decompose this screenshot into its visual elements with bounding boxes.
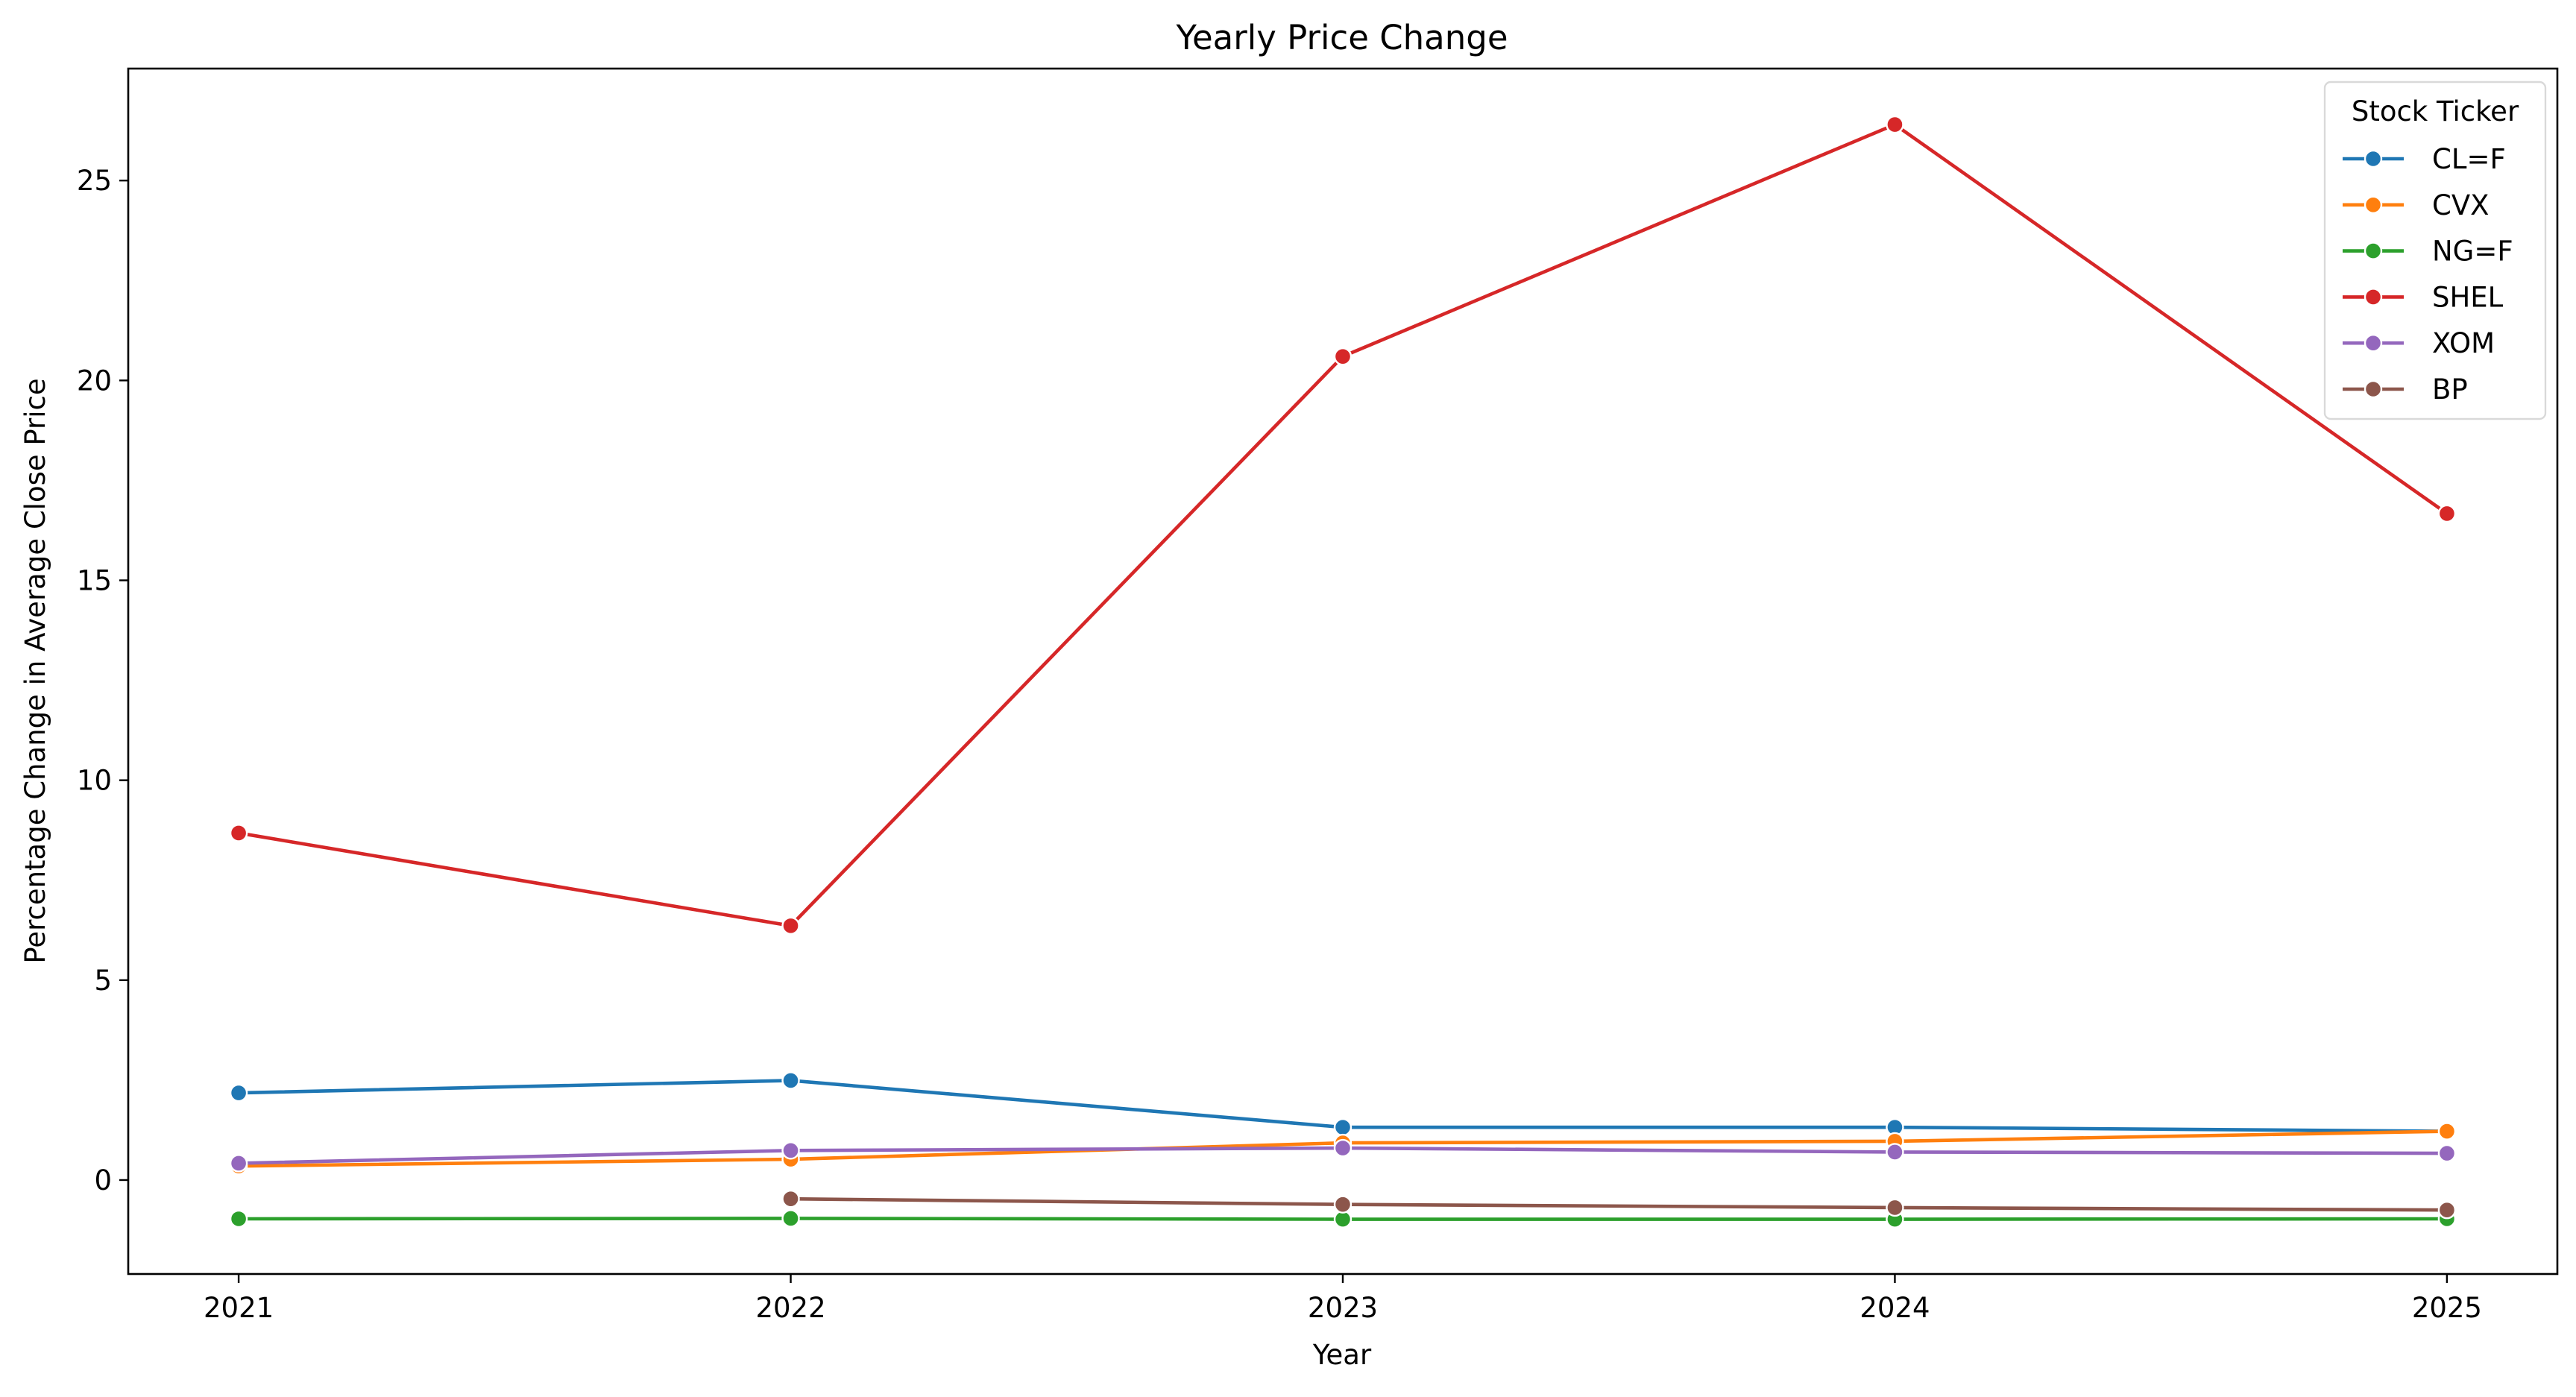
data-point-bp	[2437, 1200, 2457, 1220]
y-tick-label: 5	[94, 965, 112, 997]
y-axis-label: Percentage Change in Average Close Price	[19, 378, 51, 963]
data-point-shel	[2437, 504, 2457, 523]
y-tick-label: 15	[77, 564, 112, 596]
data-point-shel	[781, 916, 800, 936]
legend-label-xom: XOM	[2432, 327, 2495, 359]
legend-swatch-marker-xom	[2364, 334, 2383, 353]
legend-label-bp: BP	[2432, 373, 2468, 406]
data-point-xom	[2437, 1144, 2457, 1163]
x-tick-label: 2024	[1859, 1292, 1930, 1324]
legend-label-clf: CL=F	[2432, 143, 2506, 175]
legend-swatch-marker-cvx	[2364, 195, 2383, 214]
data-point-xom	[1333, 1138, 1352, 1158]
legend-swatch-marker-clf	[2364, 149, 2383, 168]
data-point-bp	[1333, 1195, 1352, 1214]
data-point-shel	[229, 824, 248, 842]
y-tick-label: 10	[77, 765, 112, 797]
y-tick-label: 25	[77, 165, 112, 197]
data-point-bp	[781, 1189, 800, 1208]
x-tick-label: 2021	[204, 1292, 274, 1324]
legend: Stock Ticker CL=F CVX NG=F SHEL XOM BP	[2323, 81, 2547, 420]
data-point-xom	[1886, 1143, 1904, 1161]
y-tick-label: 0	[94, 1164, 112, 1196]
y-tick-label: 20	[77, 365, 112, 397]
legend-swatch-marker-bp	[2364, 379, 2383, 399]
legend-box	[2323, 81, 2547, 420]
data-point-shel	[1886, 115, 1904, 134]
legend-label-shel: SHEL	[2432, 281, 2504, 313]
x-axis-label: Year	[1312, 1339, 1372, 1371]
data-point-clf	[781, 1071, 800, 1090]
x-tick-label: 2023	[1308, 1292, 1378, 1324]
data-point-cvx	[2437, 1122, 2457, 1141]
data-point-shel	[1333, 347, 1352, 366]
data-point-ngf	[781, 1209, 800, 1228]
data-point-xom	[229, 1154, 248, 1173]
data-point-xom	[781, 1141, 800, 1160]
x-tick-label: 2022	[755, 1292, 825, 1324]
x-tick-label: 2025	[2412, 1292, 2482, 1324]
series-line-bp	[789, 1196, 2449, 1212]
legend-swatch-marker-shel	[2364, 288, 2383, 306]
chart-title: Yearly Price Change	[1175, 18, 1508, 57]
data-point-clf	[1333, 1117, 1352, 1137]
legend-title: Stock Ticker	[2352, 95, 2519, 127]
legend-label-ngf: NG=F	[2432, 236, 2513, 268]
plot-area	[229, 115, 2457, 1229]
legend-swatch-marker-ngf	[2364, 242, 2383, 260]
data-point-bp	[1886, 1198, 1904, 1217]
data-point-clf	[229, 1083, 248, 1103]
legend-label-cvx: CVX	[2432, 189, 2490, 221]
data-point-ngf	[229, 1209, 248, 1229]
